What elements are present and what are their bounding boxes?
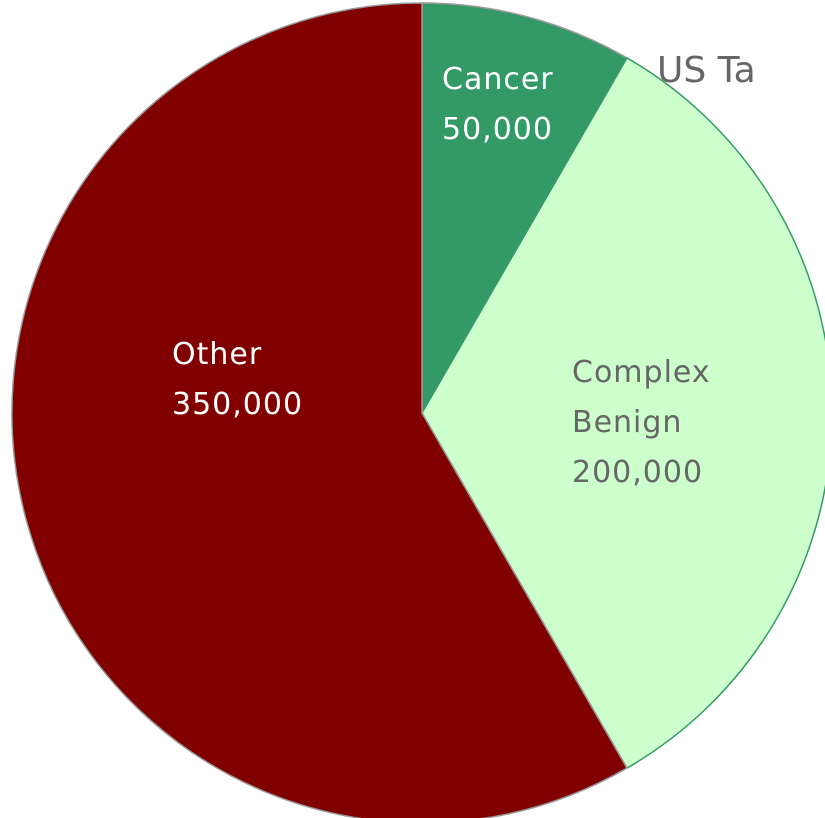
slice-value: 50,000 — [442, 112, 553, 147]
slice-label: Complex Benign 200,000 — [572, 348, 762, 498]
slice-value: 350,000 — [172, 387, 304, 422]
slice-category: Complex Benign — [572, 355, 711, 440]
pie-slice — [11, 2, 629, 818]
slice-category: Other — [172, 337, 263, 372]
slice-label: Other 350,000 — [172, 330, 303, 430]
pie-slice — [421, 2, 629, 416]
slice-label: Cancer 50,000 — [442, 55, 554, 155]
slice-category: Cancer — [442, 62, 554, 97]
slice-value: 200,000 — [572, 455, 704, 490]
pie-slice — [421, 56, 825, 770]
chart-title: US Ta — [657, 50, 756, 91]
